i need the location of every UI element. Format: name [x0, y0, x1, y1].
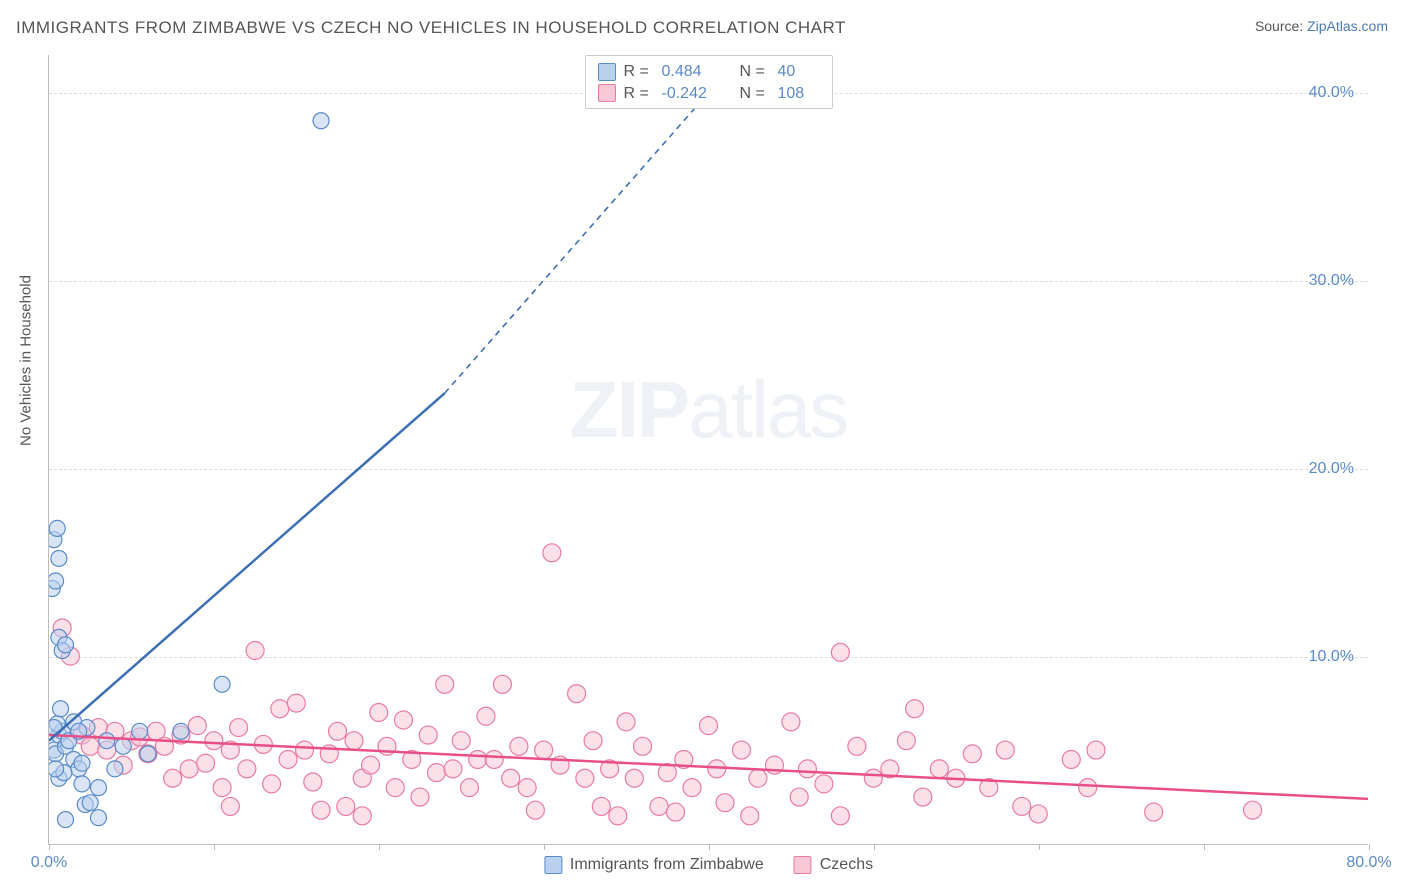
r-label: R =: [624, 61, 654, 83]
watermark-atlas: atlas: [688, 365, 847, 454]
y-tick-label: 20.0%: [1309, 460, 1354, 478]
x-tick: [874, 844, 875, 850]
n-label: N =: [740, 83, 770, 105]
r-value-czech: -0.242: [662, 83, 732, 105]
legend-item-czech: Czechs: [794, 856, 873, 874]
legend-item-zimbabwe: Immigrants from Zimbabwe: [544, 856, 764, 874]
correlation-legend: R = 0.484 N = 40 R = -0.242 N = 108: [585, 55, 833, 109]
legend-label-czech: Czechs: [820, 856, 873, 874]
y-axis-label: No Vehicles in Household: [18, 275, 35, 446]
x-tick-label: 80.0%: [1346, 854, 1391, 872]
x-tick: [1204, 844, 1205, 850]
legend-label-zimbabwe: Immigrants from Zimbabwe: [570, 856, 764, 874]
gridline: [49, 469, 1368, 470]
x-tick: [49, 844, 50, 850]
n-value-zimbabwe: 40: [778, 61, 818, 83]
source-attribution: Source: ZipAtlas.com: [1255, 18, 1388, 34]
y-tick-label: 10.0%: [1309, 648, 1354, 666]
gridline: [49, 281, 1368, 282]
y-tick-label: 30.0%: [1309, 272, 1354, 290]
x-tick: [709, 844, 710, 850]
x-tick: [1039, 844, 1040, 850]
source-prefix: Source:: [1255, 18, 1307, 34]
x-tick: [544, 844, 545, 850]
r-label: R =: [624, 83, 654, 105]
x-tick: [1369, 844, 1370, 850]
y-tick-label: 40.0%: [1309, 84, 1354, 102]
swatch-czech: [794, 856, 812, 874]
swatch-zimbabwe: [544, 856, 562, 874]
legend-row-czech: R = -0.242 N = 108: [598, 83, 818, 105]
legend-row-zimbabwe: R = 0.484 N = 40: [598, 61, 818, 83]
x-tick: [379, 844, 380, 850]
swatch-czech: [598, 84, 616, 102]
chart-svg: [49, 55, 1368, 844]
source-link[interactable]: ZipAtlas.com: [1307, 18, 1388, 34]
watermark: ZIPatlas: [570, 364, 847, 456]
r-value-zimbabwe: 0.484: [662, 61, 732, 83]
n-value-czech: 108: [778, 83, 818, 105]
n-label: N =: [740, 61, 770, 83]
plot-area: ZIPatlas R = 0.484 N = 40 R = -0.242 N =…: [48, 55, 1368, 845]
gridline: [49, 657, 1368, 658]
x-tick: [214, 844, 215, 850]
series-legend: Immigrants from Zimbabwe Czechs: [544, 856, 873, 874]
watermark-zip: ZIP: [570, 365, 688, 454]
swatch-zimbabwe: [598, 63, 616, 81]
x-tick-label: 0.0%: [31, 854, 67, 872]
chart-title: IMMIGRANTS FROM ZIMBABWE VS CZECH NO VEH…: [16, 18, 846, 38]
